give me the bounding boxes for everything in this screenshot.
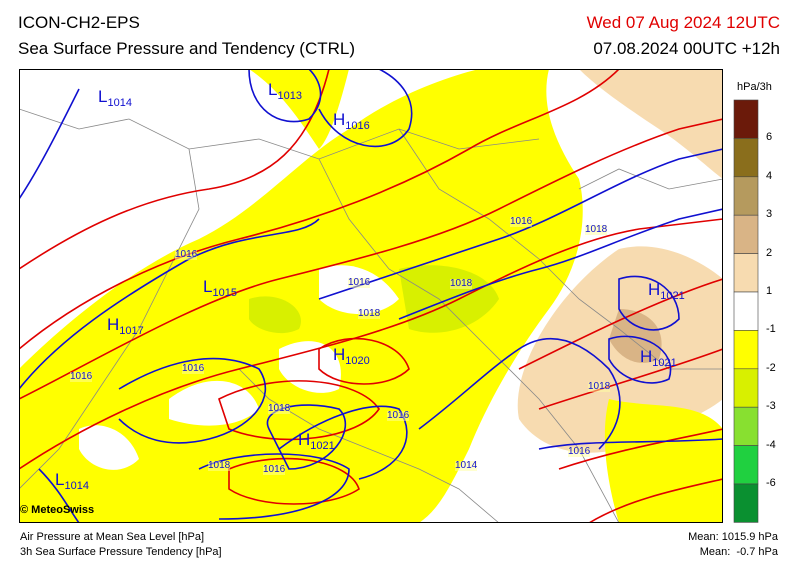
isobar-label: 1016 — [70, 371, 93, 382]
center-value: 1021 — [310, 440, 335, 452]
colorbar-unit: hPa/3h — [737, 81, 772, 93]
model-name: ICON-CH2-EPS — [18, 13, 140, 32]
center-value: 1016 — [345, 120, 370, 132]
pressure-center: L1014 — [98, 88, 132, 109]
product-title: Sea Surface Pressure and Tendency (CTRL) — [18, 39, 356, 58]
center-letter: H — [333, 345, 346, 364]
colorbar-box — [733, 214, 759, 254]
isobar-label: 1018 — [588, 381, 611, 392]
isobar-label: 1016 — [387, 410, 410, 421]
isobar-label: 1016 — [348, 277, 371, 288]
colorbar-box — [733, 483, 759, 523]
colorbar-label: 6 — [766, 131, 773, 144]
isobar-label: 1016 — [263, 464, 286, 475]
colorbar-label: 2 — [766, 246, 773, 259]
colorbar-box — [733, 253, 759, 293]
pressure-center: L1013 — [268, 81, 302, 102]
isobar-label: 1018 — [268, 403, 291, 414]
center-letter: H — [333, 110, 346, 129]
center-value: 1014 — [64, 480, 89, 492]
pressure-center: H1021 — [298, 431, 335, 452]
colorbar-label: -2 — [766, 361, 776, 374]
map — [19, 69, 723, 523]
colorbar-label: -1 — [766, 323, 776, 336]
colorbar-box — [733, 176, 759, 216]
colorbar-box — [733, 368, 759, 408]
pressure-center: H1021 — [640, 348, 677, 369]
pressure-center: H1017 — [107, 316, 144, 337]
center-value: 1021 — [660, 290, 685, 302]
pressure-center: H1016 — [333, 111, 370, 132]
center-value: 1017 — [119, 325, 144, 337]
legend-line: Air Pressure at Mean Sea Level [hPa] — [20, 531, 205, 543]
center-letter: H — [648, 280, 661, 299]
center-letter: H — [640, 347, 653, 366]
center-letter: H — [107, 315, 120, 334]
colorbar-label: -3 — [766, 400, 776, 413]
center-value: 1013 — [277, 90, 302, 102]
isobar-label: 1016 — [175, 249, 198, 260]
colorbar-label: 3 — [766, 208, 773, 221]
colorbar-box — [733, 138, 759, 178]
center-letter: L — [98, 87, 108, 106]
valid-time: Wed 07 Aug 2024 12UTC — [586, 13, 780, 32]
isobar-label: 1016 — [568, 446, 591, 457]
stat-line: Mean: -0.7 hPa — [699, 546, 778, 558]
pressure-center: L1015 — [203, 278, 237, 299]
run-time: 07.08.2024 00UTC +12h — [593, 39, 780, 58]
isobar-label: 1018 — [450, 278, 473, 289]
center-value: 1021 — [652, 357, 677, 369]
pressure-center: L1014 — [55, 471, 89, 492]
colorbar-label: 1 — [766, 285, 773, 297]
stat-line: Mean: 1015.9 hPa — [688, 531, 778, 543]
isobar-label: 1014 — [455, 460, 478, 471]
colorbar — [733, 99, 759, 523]
colorbar-box — [733, 445, 759, 485]
isobar-label: 1018 — [585, 224, 608, 235]
center-value: 1015 — [212, 287, 237, 299]
isobar-label: 1018 — [358, 308, 381, 319]
colorbar-label: -4 — [766, 438, 776, 451]
pressure-center: H1020 — [333, 346, 370, 367]
colorbar-box — [733, 330, 759, 370]
isobar-label: 1016 — [182, 363, 205, 374]
colorbar-box — [733, 406, 759, 446]
center-value: 1014 — [107, 97, 132, 109]
center-letter: L — [203, 277, 213, 296]
center-letter: H — [298, 430, 311, 449]
credit: © MeteoSwiss — [20, 504, 95, 516]
isobar-label: 1018 — [208, 460, 231, 471]
center-letter: L — [268, 80, 278, 99]
pressure-center: H1021 — [648, 281, 685, 302]
center-value: 1020 — [345, 355, 370, 367]
colorbar-label: 4 — [766, 169, 773, 182]
center-letter: L — [55, 470, 65, 489]
colorbar-label: -6 — [766, 477, 776, 489]
colorbar-box — [733, 291, 759, 331]
colorbar-box — [733, 99, 759, 139]
isobar-label: 1016 — [510, 216, 533, 227]
legend-line: 3h Sea Surface Pressure Tendency [hPa] — [20, 546, 222, 558]
